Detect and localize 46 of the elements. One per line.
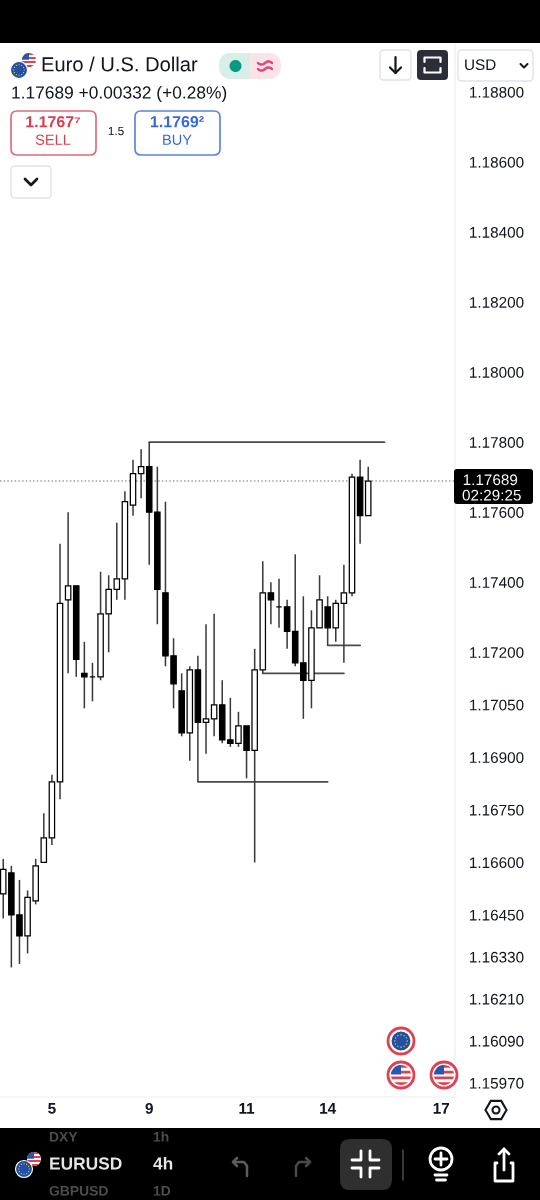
text: 4h <box>153 1156 173 1170</box>
y-tick-label: 1.16750 <box>470 804 524 816</box>
y-tick-label: 1.17600 <box>470 507 524 518</box>
x-tick-label: 5 <box>48 1103 56 1114</box>
text: 1h <box>153 1131 169 1142</box>
y-tick-label: 1.17050 <box>470 699 524 711</box>
y-tick-label: 1.15970 <box>470 1077 524 1089</box>
y-tick-label: 1.18000 <box>470 367 524 378</box>
text: EURUSD <box>50 1157 122 1170</box>
text: 02:29:25 <box>462 489 521 501</box>
text: USD <box>465 59 496 71</box>
ref-line-label: 1.17689 <box>463 474 518 486</box>
text: 1D <box>153 1186 171 1196</box>
y-tick-label: 1.17800 <box>470 437 524 448</box>
y-tick-label: 1.18800 <box>470 86 524 98</box>
y-tick-label: 1.18600 <box>470 156 524 168</box>
annotation: 1.1769² <box>150 115 204 128</box>
text: DXY <box>49 1132 78 1142</box>
y-tick-label: 1.16330 <box>470 951 524 963</box>
y-tick-label: 1.18200 <box>470 296 524 308</box>
x-tick-label: 9 <box>145 1102 153 1114</box>
candlestick <box>340 563 348 664</box>
y-tick-label: 1.16600 <box>470 857 524 869</box>
text: 1.17689 +0.00332 (+0.28%) <box>12 85 227 103</box>
x-tick-label: 11 <box>239 1103 255 1114</box>
annotation: SELL <box>35 134 71 145</box>
y-tick-label: 1.17200 <box>470 647 524 658</box>
text: Euro / U.S. Dollar <box>42 56 198 72</box>
y-tick-label: 1.16090 <box>470 1035 524 1047</box>
candlestick <box>267 581 275 626</box>
candlestick <box>137 448 145 499</box>
y-tick-label: 1.16210 <box>470 993 524 1005</box>
x-tick-label: 14 <box>320 1103 337 1114</box>
y-tick-label: 1.16900 <box>470 752 524 764</box>
candlestick <box>210 613 218 738</box>
y-tick-label: 1.17400 <box>470 577 524 588</box>
annotation: BUY <box>163 134 192 145</box>
candlestick <box>202 623 210 755</box>
y-tick-label: 1.16450 <box>470 909 524 921</box>
annotation: 1.1767⁷ <box>26 115 81 128</box>
candlestick <box>64 511 72 675</box>
text: GBPUSD <box>49 1185 108 1196</box>
candlestick <box>81 641 88 710</box>
annotation: 1.5 <box>108 126 124 136</box>
y-tick-label: 1.18400 <box>470 226 524 238</box>
x-tick-label: 17 <box>433 1103 450 1114</box>
